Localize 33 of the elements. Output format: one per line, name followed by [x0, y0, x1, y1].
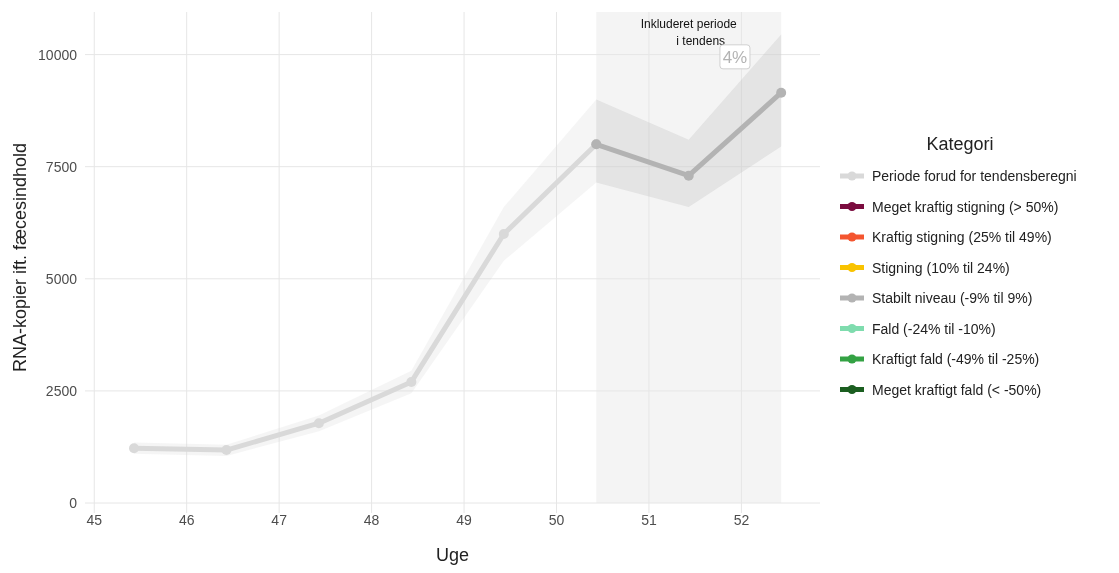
legend-label: Stabilt niveau (-9% til 9%): [872, 290, 1033, 306]
point: [498, 228, 509, 239]
x-tick-label: 45: [86, 512, 103, 528]
y-tick-label: 0: [69, 495, 78, 511]
x-tick-label: 52: [733, 512, 750, 528]
legend-label: Meget kraftig stigning (> 50%): [872, 198, 1059, 215]
point: [129, 443, 139, 454]
legend-label: Kraftig stigning (25% til 49%): [872, 229, 1052, 245]
point: [406, 376, 417, 387]
y-tick-label: 2500: [45, 382, 78, 399]
legend-label: Periode forud for tendensberegni: [872, 168, 1077, 184]
x-tick-label: 49: [456, 512, 473, 528]
legend-label: Kraftigt fald (-49% til -25%): [872, 351, 1040, 367]
x-tick-label: 48: [363, 512, 380, 528]
x-tick-label: 51: [641, 512, 657, 528]
band-label: Inkluderet periode i tendens: [640, 17, 738, 48]
legend-label: Stigning (10% til 24%): [872, 259, 1010, 276]
annotation: 4%: [722, 47, 748, 67]
y-tick-label: 7500: [45, 158, 78, 175]
legend-label: Meget kraftigt fald (< -50%): [872, 381, 1042, 398]
y-tick-label: 5000: [45, 270, 78, 287]
x-axis-title: Uge: [435, 545, 470, 565]
point: [313, 418, 324, 429]
point: [683, 170, 694, 181]
y-tick-label: 10000: [38, 46, 78, 63]
point: [221, 445, 232, 456]
legend-title: Kategori: [926, 134, 994, 154]
y-axis-title: RNA-kopier ift. fæcesindhold: [10, 142, 30, 373]
legend-label: Fald (-24% til -10%): [872, 320, 996, 337]
point: [776, 87, 787, 98]
x-tick-label: 46: [178, 512, 195, 528]
x-tick-label: 47: [271, 512, 288, 528]
x-tick-label: 50: [548, 512, 565, 528]
